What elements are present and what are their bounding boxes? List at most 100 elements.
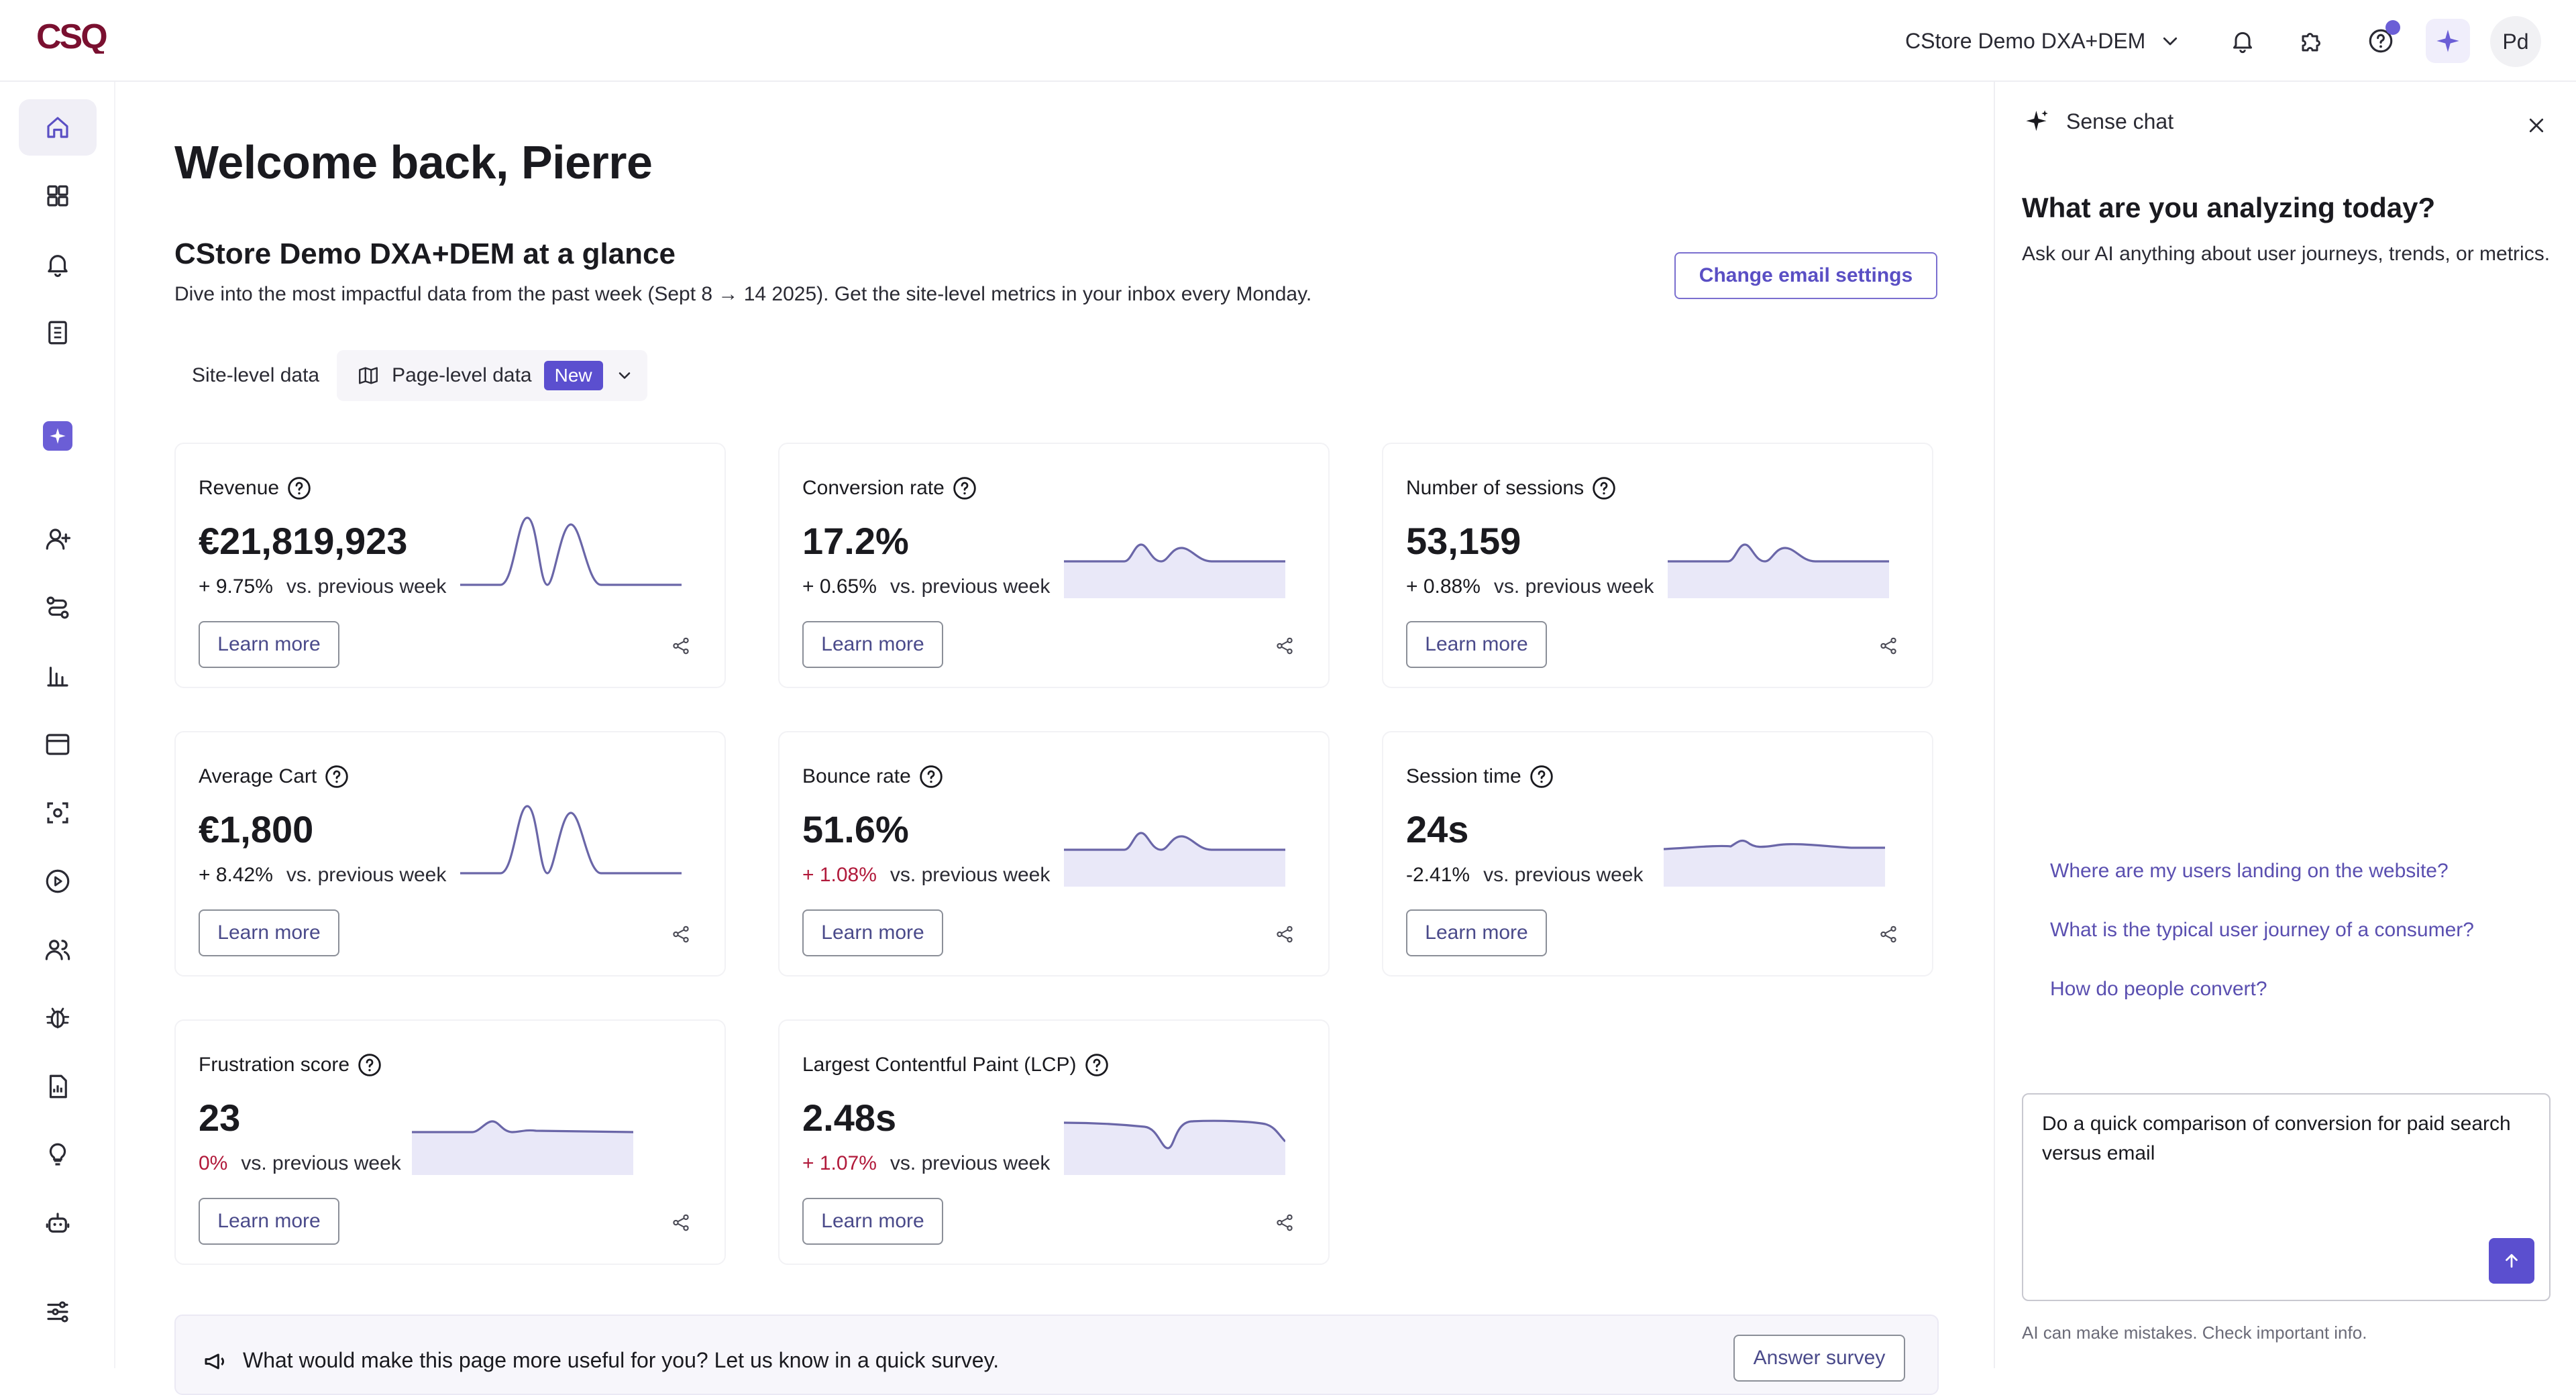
help-circle-icon[interactable] xyxy=(1083,1052,1110,1078)
metric-delta: + 9.75% xyxy=(199,575,273,598)
learn-more-button[interactable]: Learn more xyxy=(802,1198,943,1245)
close-icon xyxy=(2529,118,2544,133)
help-button[interactable] xyxy=(2359,19,2403,63)
metric-title: Revenue xyxy=(199,477,280,499)
chat-subtitle: Ask our AI anything about user journeys,… xyxy=(2022,243,2551,265)
sparkline-chart xyxy=(1064,543,1285,598)
chat-title: What are you analyzing today? xyxy=(2022,192,2436,223)
new-badge: New xyxy=(543,361,603,390)
nav-alerts[interactable] xyxy=(19,236,97,292)
change-email-settings-button[interactable]: Change email settings xyxy=(1674,252,1937,299)
learn-more-button[interactable]: Learn more xyxy=(1406,909,1547,956)
share-button[interactable] xyxy=(671,636,691,656)
nav-acquisition[interactable] xyxy=(19,511,97,567)
help-circle-icon[interactable] xyxy=(356,1052,383,1078)
dashboard-grid-icon xyxy=(47,185,68,207)
nav-logbook[interactable] xyxy=(19,304,97,361)
nav-dashboards[interactable] xyxy=(19,168,97,224)
csq-logo[interactable]: CSQ xyxy=(36,17,111,54)
share-button[interactable] xyxy=(671,924,691,944)
nav-ai[interactable] xyxy=(19,408,97,464)
metric-title-row: Session time xyxy=(1406,763,1555,790)
play-circle-icon xyxy=(46,869,70,893)
close-chat-button[interactable] xyxy=(2526,115,2546,135)
bug-icon xyxy=(46,1007,70,1029)
nav-insights[interactable] xyxy=(19,1127,97,1183)
metric-compare: vs. previous week xyxy=(241,1152,401,1174)
metric-change: + 8.42% vs. previous week xyxy=(199,864,446,887)
share-button[interactable] xyxy=(1275,636,1295,656)
nav-bots[interactable] xyxy=(19,1195,97,1251)
learn-more-button[interactable]: Learn more xyxy=(1406,621,1547,668)
nav-session-replay[interactable] xyxy=(19,853,97,909)
share-button[interactable] xyxy=(1275,924,1295,944)
nav-zoning[interactable] xyxy=(19,785,97,841)
learn-more-button[interactable]: Learn more xyxy=(802,621,943,668)
share-icon xyxy=(1277,637,1293,655)
metric-change: + 1.07% vs. previous week xyxy=(802,1152,1050,1175)
help-circle-icon[interactable] xyxy=(918,763,945,790)
chat-input-text[interactable]: Do a quick comparison of conversion for … xyxy=(2042,1113,2511,1164)
help-circle-icon[interactable] xyxy=(323,763,350,790)
learn-more-button[interactable]: Learn more xyxy=(199,909,339,956)
help-circle-icon xyxy=(2369,29,2393,53)
sidebar xyxy=(0,82,115,1368)
help-circle-icon[interactable] xyxy=(1591,475,1617,502)
tab-page-level-data[interactable]: Page-level data New xyxy=(337,350,647,401)
sparkline-path xyxy=(460,516,682,586)
share-button[interactable] xyxy=(1878,636,1898,656)
ai-sparkle-icon xyxy=(50,428,66,444)
user-avatar[interactable]: Pd xyxy=(2490,16,2541,67)
nav-journey[interactable] xyxy=(19,579,97,636)
nav-settings[interactable] xyxy=(19,1284,97,1340)
metric-title: Bounce rate xyxy=(802,765,911,787)
tab-site-level-data[interactable]: Site-level data xyxy=(192,364,320,386)
metric-compare: vs. previous week xyxy=(1493,575,1654,598)
answer-survey-button[interactable]: Answer survey xyxy=(1733,1335,1905,1382)
share-button[interactable] xyxy=(1878,924,1898,944)
chat-suggestion[interactable]: What is the typical user journey of a co… xyxy=(2050,919,2474,941)
metric-value: 2.48s xyxy=(802,1097,897,1139)
journey-icon xyxy=(46,596,69,619)
metric-title-row: Frustration score xyxy=(199,1052,383,1078)
nav-analysis[interactable] xyxy=(19,648,97,704)
send-button[interactable] xyxy=(2489,1238,2534,1284)
learn-more-button[interactable]: Learn more xyxy=(199,1198,339,1245)
bell-icon xyxy=(2233,32,2252,54)
site-selector[interactable]: CStore Demo DXA+DEM xyxy=(1905,20,2180,62)
metric-title-row: Bounce rate xyxy=(802,763,945,790)
share-button[interactable] xyxy=(671,1213,691,1233)
chat-suggestion[interactable]: Where are my users landing on the websit… xyxy=(2050,860,2449,882)
metric-delta: + 8.42% xyxy=(199,864,273,886)
chat-suggestion[interactable]: How do people convert? xyxy=(2050,978,2267,1000)
chat-input[interactable]: Do a quick comparison of conversion for … xyxy=(2022,1093,2551,1301)
metric-title-row: Largest Contentful Paint (LCP) xyxy=(802,1052,1110,1078)
metric-change: + 9.75% vs. previous week xyxy=(199,575,446,598)
metric-compare: vs. previous week xyxy=(286,864,447,886)
nav-home[interactable] xyxy=(19,99,97,156)
metric-card: Largest Contentful Paint (LCP) 2.48s + 1… xyxy=(778,1019,1330,1265)
sparkline-path xyxy=(460,805,682,875)
nav-pages[interactable] xyxy=(19,716,97,773)
sparkle-icon xyxy=(2436,30,2459,52)
metric-change: + 1.08% vs. previous week xyxy=(802,864,1050,887)
sparkline-path xyxy=(1064,832,1285,851)
nav-reports[interactable] xyxy=(19,1058,97,1115)
learn-more-button[interactable]: Learn more xyxy=(199,621,339,668)
integrations-button[interactable] xyxy=(2290,19,2334,63)
share-button[interactable] xyxy=(1275,1213,1295,1233)
learn-more-button[interactable]: Learn more xyxy=(802,909,943,956)
metric-delta: + 0.65% xyxy=(802,575,877,598)
help-circle-icon[interactable] xyxy=(951,475,978,502)
share-icon xyxy=(673,926,689,943)
sense-ai-button[interactable] xyxy=(2426,19,2470,63)
nav-errors[interactable] xyxy=(19,990,97,1046)
nav-segments[interactable] xyxy=(19,922,97,978)
sparkline-path xyxy=(1664,839,1885,850)
metric-delta: + 0.88% xyxy=(1406,575,1481,598)
map-icon xyxy=(359,367,378,384)
help-circle-icon[interactable] xyxy=(286,475,313,502)
bar-chart-icon xyxy=(47,667,68,687)
notifications-button[interactable] xyxy=(2220,19,2265,63)
help-circle-icon[interactable] xyxy=(1528,763,1555,790)
